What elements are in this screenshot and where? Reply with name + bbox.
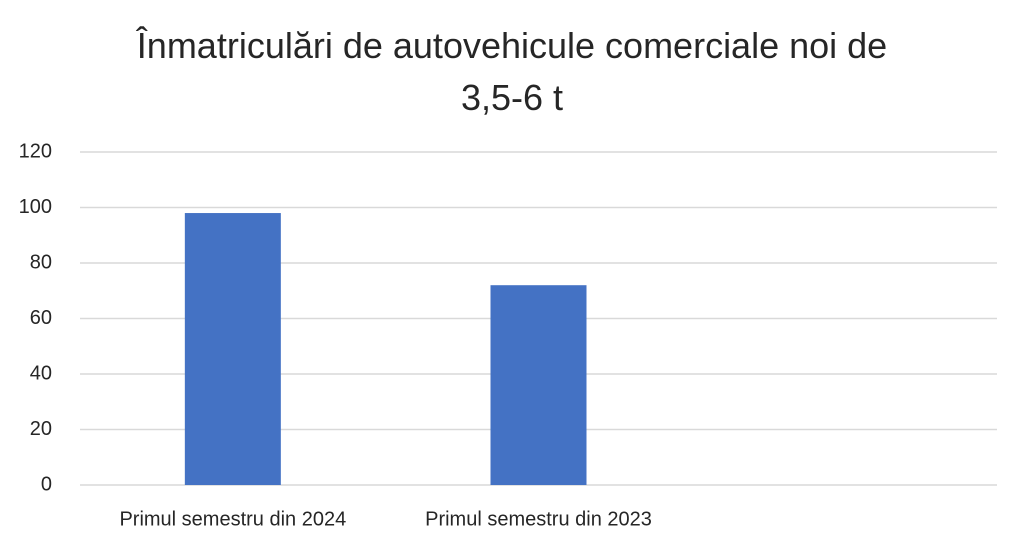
y-tick-label: 20 xyxy=(30,418,52,440)
x-tick-label: Primul semestru din 2023 xyxy=(425,508,652,530)
y-tick-label: 60 xyxy=(30,307,52,329)
y-tick-label: 120 xyxy=(19,140,52,162)
y-tick-label: 0 xyxy=(41,473,52,495)
y-tick-label: 80 xyxy=(30,251,52,273)
bar xyxy=(490,285,587,485)
y-tick-label: 100 xyxy=(19,196,52,218)
bar xyxy=(184,213,281,486)
y-tick-label: 40 xyxy=(30,362,52,384)
chart-title: Înmatriculări de autovehicule comerciale… xyxy=(136,25,888,118)
x-tick-label: Primul semestru din 2024 xyxy=(119,508,346,530)
